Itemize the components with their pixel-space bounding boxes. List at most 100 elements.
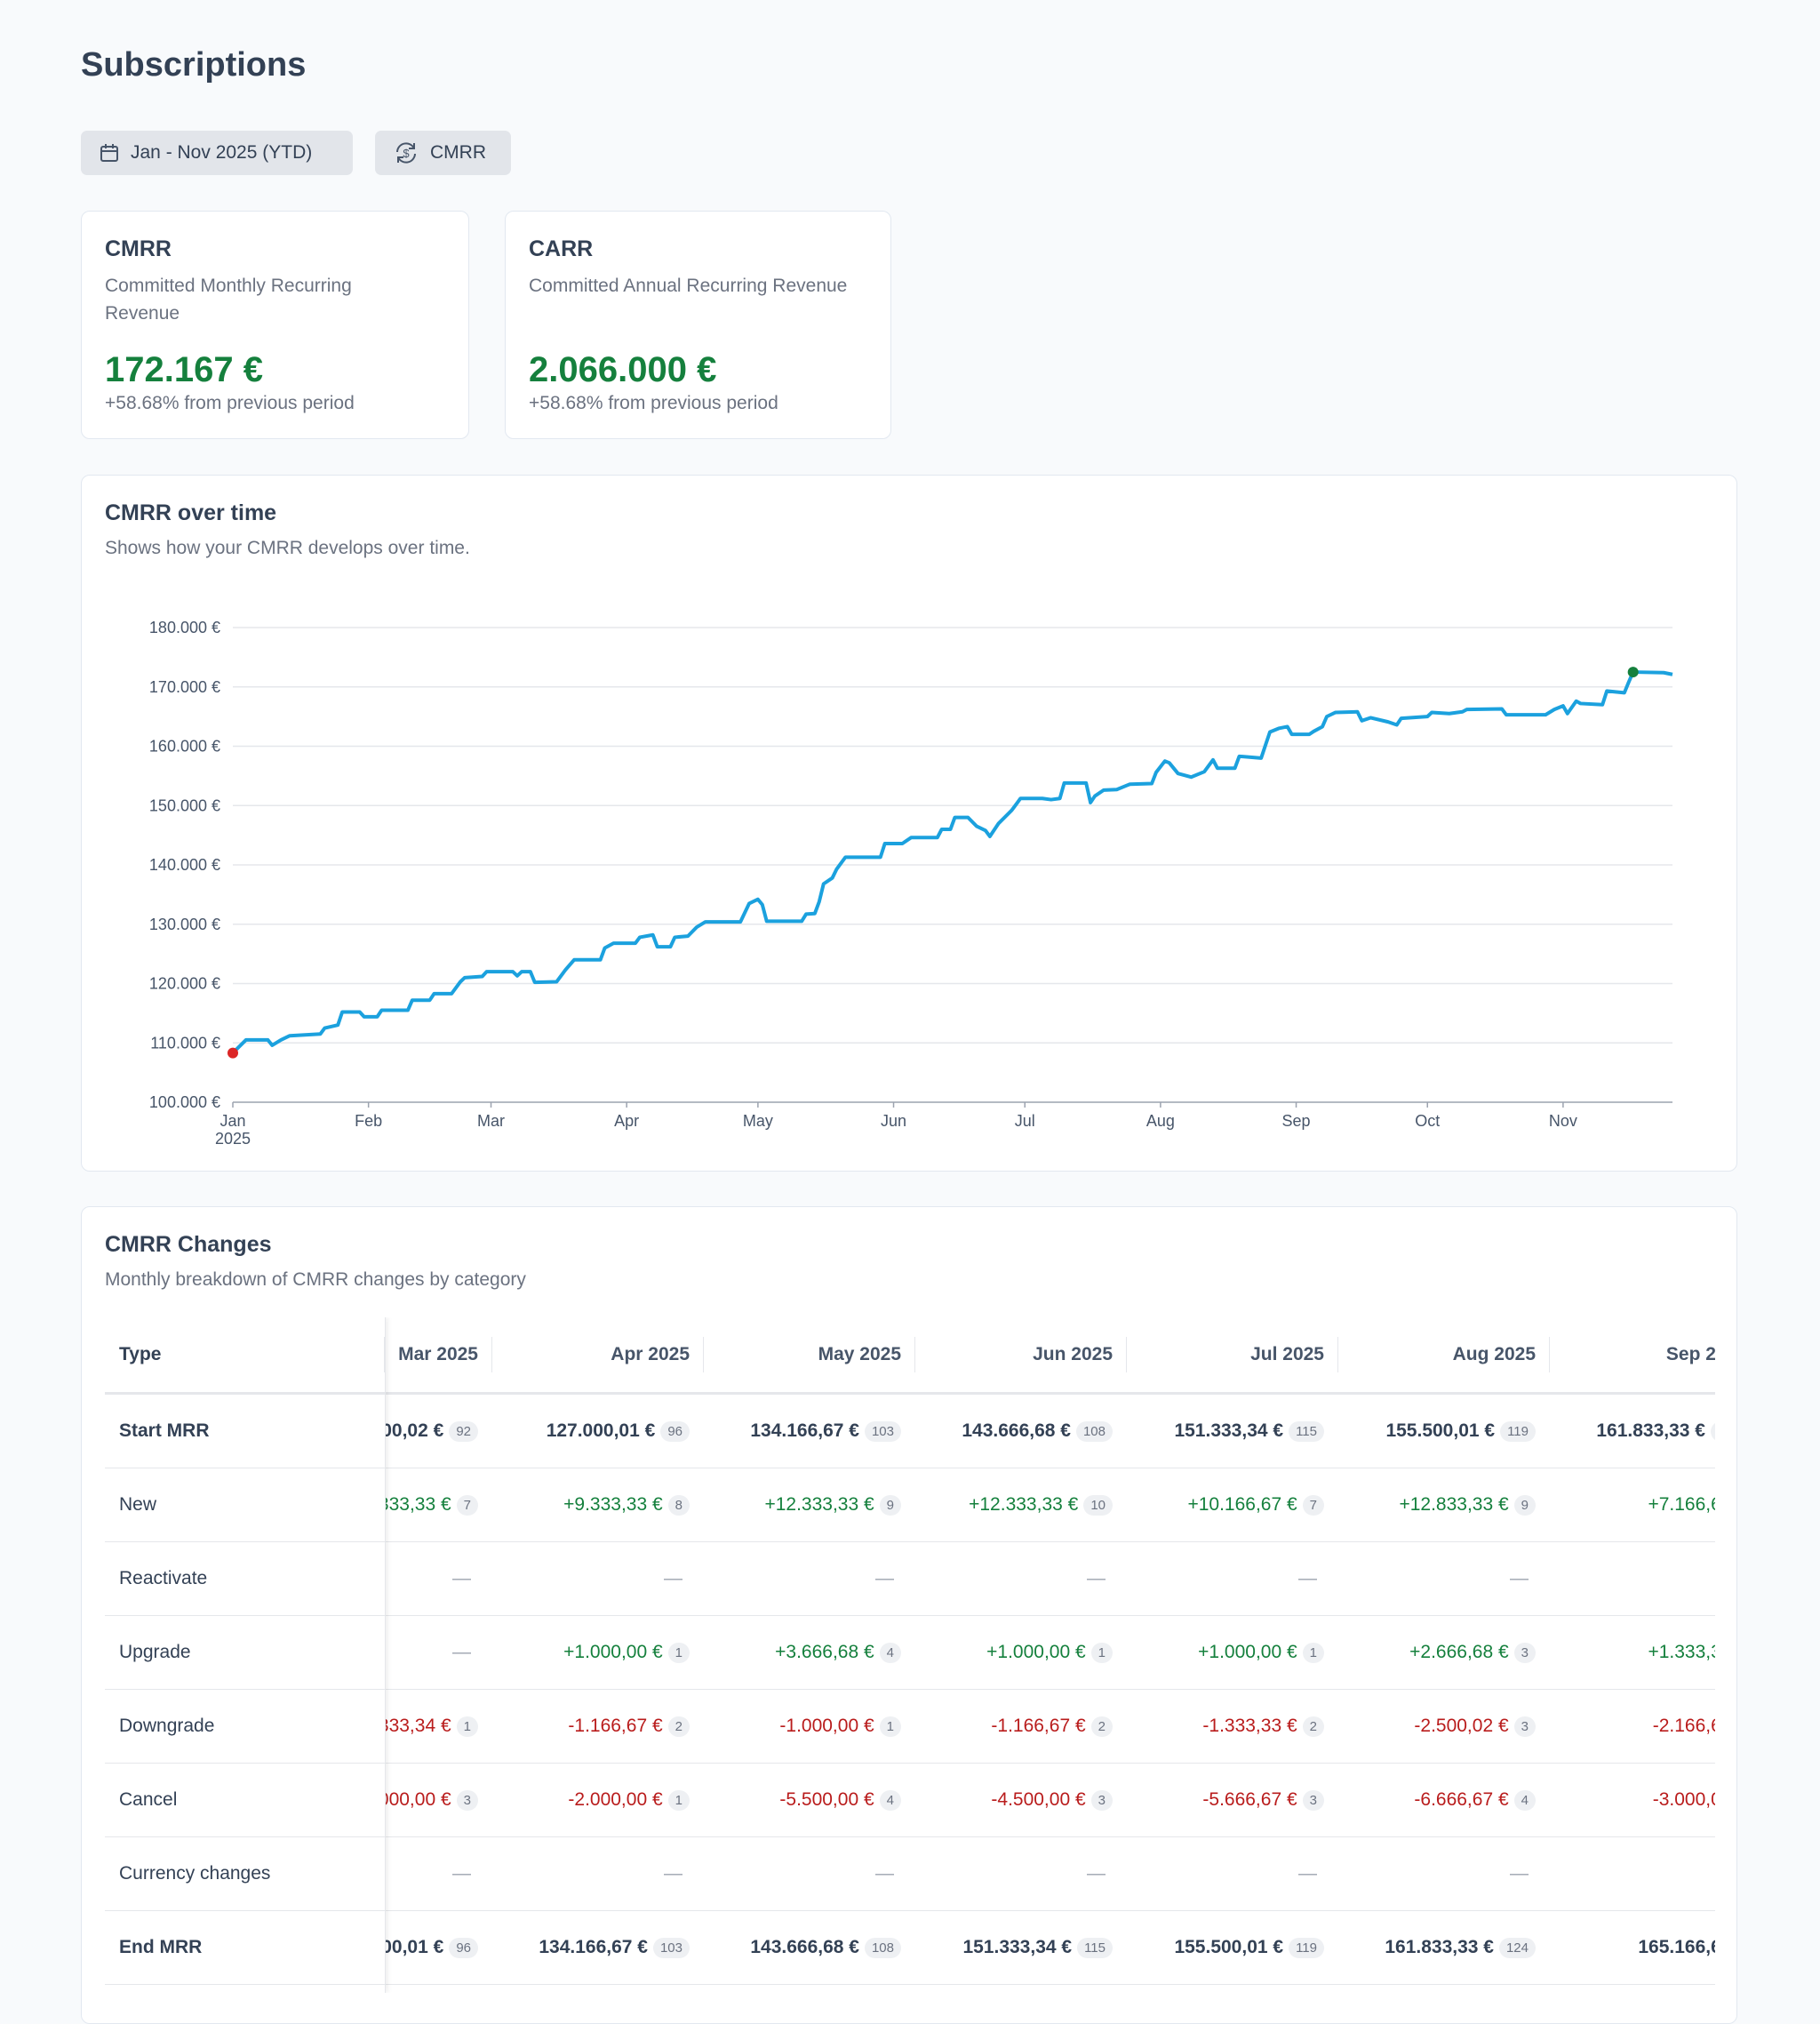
table-row: 120.000,02 €92 127.000,01 €96 134.166,67 €… [105,1395,1715,1468]
table-cell: -4.500,00 €3 [915,1764,1127,1836]
empty-dash: — [664,1568,682,1588]
table-cell: -2.166,67 € [1550,1690,1715,1763]
count-badge: 124 [1498,1937,1536,1958]
cell-value: -1.333,33 € [1202,1716,1297,1736]
table-cell: 165.166,65 € [1550,1911,1715,1984]
table-cell: +12.333,33 €10 [915,1468,1127,1541]
table-cell: 134.166,67 €103 [492,1911,704,1984]
cell-value: 161.833,33 € [1596,1420,1705,1441]
row-label: Reactivate [105,1542,385,1616]
table-cell: — [1127,1837,1338,1910]
table-cell: 151.333,34 €115 [915,1911,1127,1984]
table-cell: +12.833,33 €9 [1338,1468,1550,1541]
empty-dash: — [452,1642,471,1662]
empty-dash: — [1510,1568,1529,1588]
table-card: CMRR Changes Monthly breakdown of CMRR c… [81,1206,1737,2024]
card-title: CMRR [105,236,172,261]
cell-value: 151.333,34 € [962,1937,1073,1957]
kpi-change: +58.68% from previous period [529,393,778,413]
kpi-card: CMRR Committed Monthly Recurring Revenue… [81,211,469,439]
x-tick-label: Feb [355,1112,382,1130]
cell-value: 134.166,67 € [750,1420,859,1441]
cell-value: -5.666,67 € [1202,1789,1297,1810]
metric-button[interactable]: $ CMRR [375,131,511,175]
column-header: Jun 2025 [915,1317,1127,1392]
empty-dash: — [1510,1863,1529,1884]
cell-value: 134.166,67 € [539,1937,648,1957]
cell-value: +1.000,00 € [1198,1642,1297,1662]
table-cell: 134.166,67 €103 [704,1395,915,1468]
cell-value: +1.000,00 € [563,1642,663,1662]
count-badge: 1 [667,1642,690,1663]
changes-table: Mar 2025 Apr 2025 May 2025 Jun 2025 Jul 2025… [105,1317,1715,1993]
table-row: 127.000,01 €96 134.166,67 €103 143.666,68 … [105,1911,1715,1985]
x-tick-label: May [743,1112,773,1130]
count-badge: 2 [1090,1716,1113,1737]
column-header: Aug 2025 [1338,1317,1550,1392]
table-cell: — [492,1542,704,1615]
table-title: CMRR Changes [105,1232,272,1257]
row-label: Start MRR [105,1395,385,1468]
count-badge: 1 [879,1716,901,1737]
page-title: Subscriptions [81,46,307,84]
table-subtitle: Monthly breakdown of CMRR changes by cat… [105,1269,526,1290]
table-cell: +1.333,33 € [1550,1616,1715,1689]
calendar-icon [100,144,118,162]
card-subtitle: Committed Annual Recurring Revenue [529,276,848,296]
table-cell: -6.666,67 €4 [1338,1764,1550,1836]
count-badge: 10 [1083,1494,1113,1516]
table-row: -2.000,00 €3 -2.000,00 €1 -5.500,00 €4 -4.5… [105,1764,1715,1837]
table-cell: -5.500,00 €4 [704,1764,915,1836]
refresh-icon: $ [396,142,416,164]
table-cell: +3.666,68 €4 [704,1616,915,1689]
kpi-value: 2.066.000 € [529,350,717,389]
svg-text:$: $ [403,147,410,160]
x-tick-label: Oct [1415,1112,1440,1130]
table-cell: -2.500,02 €3 [1338,1690,1550,1763]
cell-value: 165.166,65 € [1638,1937,1715,1957]
table-cell: 143.666,68 €108 [704,1911,915,1984]
cell-value: -4.500,00 € [991,1789,1086,1810]
table-cell: +1.000,00 €1 [1127,1616,1338,1689]
table-cell: -1.333,33 €2 [1127,1690,1338,1763]
count-badge: 92 [449,1420,478,1442]
empty-dash: — [875,1863,894,1884]
count-badge: 115 [1077,1937,1113,1958]
table-row: +10.333,33 €7 +9.333,33 €8 +12.333,33 €9 +1… [105,1468,1715,1542]
column-header: Mar 2025 [281,1317,492,1392]
column-header: Type [105,1317,385,1395]
row-label: Downgrade [105,1690,385,1764]
count-badge: 3 [1302,1789,1324,1811]
table-cell: -5.666,67 €3 [1127,1764,1338,1836]
cell-value: -1.166,67 € [991,1716,1086,1736]
table-cell: -1.166,67 €2 [492,1690,704,1763]
table-cell: — [704,1542,915,1615]
table-cell: +10.166,67 €7 [1127,1468,1338,1541]
table-cell: 161.833,33 €124 [1338,1911,1550,1984]
row-label: New [105,1468,385,1542]
count-badge: 3 [1513,1642,1536,1663]
x-tick-label: Nov [1549,1112,1577,1130]
table-cell: — [281,1616,492,1689]
y-tick-label: 180.000 € [149,619,220,636]
cell-value: -3.000,00 € [1652,1789,1715,1810]
y-tick-label: 120.000 € [149,975,220,993]
count-badge: 1 [1090,1642,1113,1663]
count-badge: 4 [879,1789,901,1811]
table-cell: -1.000,00 €1 [704,1690,915,1763]
cell-value: -6.666,67 € [1414,1789,1509,1810]
chart-title: CMRR over time [105,500,277,525]
count-badge: 7 [1302,1494,1324,1516]
date-range-button[interactable]: Jan - Nov 2025 (YTD) [81,131,353,175]
cell-value: 143.666,68 € [750,1937,859,1957]
chart-subtitle: Shows how your CMRR develops over time. [105,538,470,558]
table-cell: +1.000,00 €1 [915,1616,1127,1689]
table-row: — — — — — — — [105,1837,1715,1911]
cell-value: -2.000,00 € [568,1789,663,1810]
count-badge: 9 [879,1494,901,1516]
row-label: Currency changes [105,1837,385,1911]
count-badge: 96 [660,1420,690,1442]
cell-value: 161.833,33 € [1385,1937,1494,1957]
cell-value: 127.000,01 € [546,1420,656,1441]
